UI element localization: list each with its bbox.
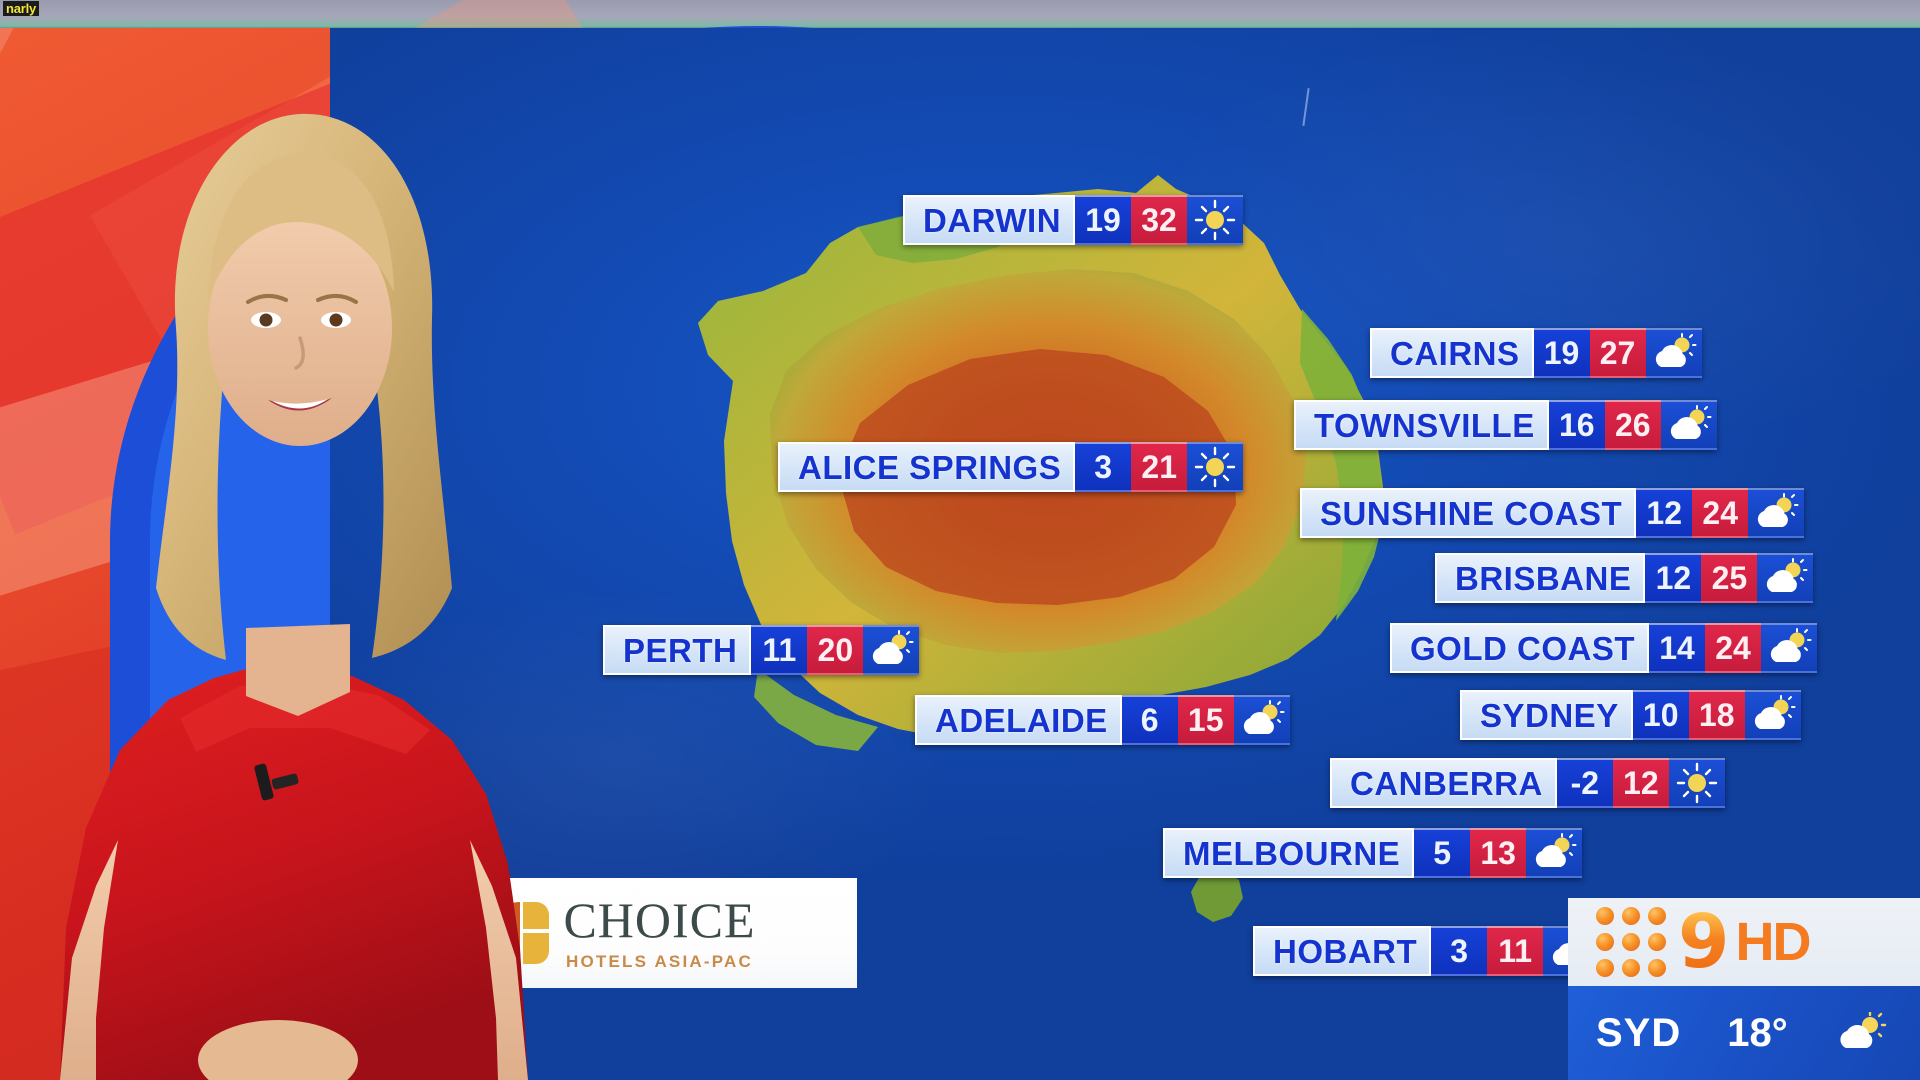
min-temperature: 19 bbox=[1075, 195, 1132, 245]
weather-icon-cell bbox=[863, 625, 920, 675]
forecast-row-alice-springs[interactable]: ALICE SPRINGS 3 21 bbox=[778, 442, 1244, 492]
max-temperature: 11 bbox=[1487, 926, 1544, 976]
partly-cloudy-icon bbox=[1840, 1012, 1886, 1048]
partly-cloudy-icon bbox=[1754, 695, 1796, 729]
min-temperature: 11 bbox=[751, 625, 808, 675]
partly-cloudy-icon bbox=[1243, 700, 1285, 734]
max-temperature: 18 bbox=[1688, 690, 1745, 740]
nine-dot-grid-icon bbox=[1596, 907, 1666, 977]
weather-icon-cell bbox=[1233, 695, 1290, 745]
min-temperature: 3 bbox=[1075, 442, 1132, 492]
min-temperature: 6 bbox=[1121, 695, 1178, 745]
weather-icon-cell bbox=[1668, 758, 1725, 808]
partly-cloudy-icon bbox=[1655, 333, 1697, 367]
city-name: MELBOURNE bbox=[1163, 828, 1415, 878]
max-temperature: 24 bbox=[1692, 488, 1749, 538]
max-temperature: 20 bbox=[807, 625, 864, 675]
weather-icon-cell bbox=[1526, 828, 1583, 878]
weather-icon-cell bbox=[1187, 195, 1244, 245]
forecast-row-darwin[interactable]: DARWIN 19 32 bbox=[903, 195, 1244, 245]
sponsor-wordmark: CHOICE HOTELS ASIA-PAC bbox=[563, 895, 755, 972]
forecast-row-sydney[interactable]: SYDNEY 10 18 bbox=[1460, 690, 1801, 740]
tasmania-landmass bbox=[1191, 870, 1243, 922]
sunny-icon bbox=[1195, 446, 1236, 488]
city-name: DARWIN bbox=[903, 195, 1076, 245]
min-temperature: 5 bbox=[1414, 828, 1471, 878]
weather-icon-cell bbox=[1748, 488, 1805, 538]
forecast-row-cairns[interactable]: CAIRNS 19 27 bbox=[1370, 328, 1702, 378]
city-name: TOWNSVILLE bbox=[1294, 400, 1549, 450]
city-name: ADELAIDE bbox=[915, 695, 1122, 745]
partly-cloudy-icon bbox=[1535, 833, 1577, 867]
local-city-code: SYD bbox=[1596, 1010, 1682, 1055]
forecast-row-melbourne[interactable]: MELBOURNE 5 13 bbox=[1163, 828, 1583, 878]
partly-cloudy-icon bbox=[1767, 558, 1808, 592]
weather-icon-cell bbox=[1187, 442, 1244, 492]
forecast-row-canberra[interactable]: CANBERRA -2 12 bbox=[1330, 758, 1725, 808]
source-watermark: narly bbox=[3, 1, 40, 16]
min-temperature: 12 bbox=[1636, 488, 1693, 538]
forecast-row-perth[interactable]: PERTH 11 20 bbox=[603, 625, 920, 675]
forecast-row-sunshine-coast[interactable]: SUNSHINE COAST 12 24 bbox=[1300, 488, 1805, 538]
sunny-icon bbox=[1194, 199, 1236, 241]
city-name: HOBART bbox=[1253, 926, 1432, 976]
channel-logo: 9 HD bbox=[1568, 898, 1920, 986]
min-temperature: -2 bbox=[1556, 758, 1613, 808]
max-temperature: 27 bbox=[1589, 328, 1646, 378]
local-temperature: 18° bbox=[1727, 1010, 1788, 1055]
min-temperature: 19 bbox=[1533, 328, 1590, 378]
forecast-row-adelaide[interactable]: ADELAIDE 6 15 bbox=[915, 695, 1290, 745]
local-weather-bar: SYD 18° bbox=[1568, 986, 1920, 1080]
channel-quality-badge: HD bbox=[1735, 912, 1812, 972]
city-name: GOLD COAST bbox=[1390, 623, 1649, 673]
sunny-icon bbox=[1676, 762, 1718, 804]
forecast-row-gold-coast[interactable]: GOLD COAST 14 24 bbox=[1390, 623, 1817, 673]
weather-presenter bbox=[60, 113, 528, 1080]
weather-icon-cell bbox=[1761, 623, 1817, 673]
min-temperature: 3 bbox=[1431, 926, 1488, 976]
max-temperature: 26 bbox=[1604, 400, 1661, 450]
screen-bezel bbox=[0, 0, 1920, 30]
partly-cloudy-icon bbox=[1758, 493, 1799, 527]
forecast-row-hobart[interactable]: HOBART 3 11 bbox=[1253, 926, 1600, 976]
city-name: PERTH bbox=[603, 625, 752, 675]
partly-cloudy-icon bbox=[1670, 405, 1712, 439]
max-temperature: 15 bbox=[1177, 695, 1234, 745]
sponsor-tagline: HOTELS ASIA-PAC bbox=[566, 951, 753, 971]
max-temperature: 25 bbox=[1701, 553, 1758, 603]
min-temperature: 14 bbox=[1649, 623, 1705, 673]
min-temperature: 12 bbox=[1645, 553, 1702, 603]
channel-number: 9 bbox=[1678, 898, 1730, 985]
partly-cloudy-icon bbox=[1770, 628, 1812, 662]
city-name: BRISBANE bbox=[1435, 553, 1646, 603]
max-temperature: 21 bbox=[1131, 442, 1188, 492]
city-name: SUNSHINE COAST bbox=[1300, 488, 1637, 538]
city-name: CANBERRA bbox=[1330, 758, 1557, 808]
weather-icon-cell bbox=[1744, 690, 1801, 740]
sponsor-brand: CHOICE bbox=[563, 891, 756, 948]
forecast-row-brisbane[interactable]: BRISBANE 12 25 bbox=[1435, 553, 1814, 603]
forecast-row-townsville[interactable]: TOWNSVILLE 16 26 bbox=[1294, 400, 1717, 450]
min-temperature: 16 bbox=[1548, 400, 1605, 450]
city-name: ALICE SPRINGS bbox=[778, 442, 1076, 492]
min-temperature: 10 bbox=[1632, 690, 1689, 740]
weather-icon-cell bbox=[1645, 328, 1702, 378]
weather-icon-cell bbox=[1660, 400, 1717, 450]
max-temperature: 32 bbox=[1131, 195, 1188, 245]
weather-icon-cell bbox=[1757, 553, 1814, 603]
max-temperature: 12 bbox=[1612, 758, 1669, 808]
max-temperature: 24 bbox=[1705, 623, 1761, 673]
city-name: CAIRNS bbox=[1370, 328, 1534, 378]
max-temperature: 13 bbox=[1470, 828, 1527, 878]
city-name: SYDNEY bbox=[1460, 690, 1633, 740]
partly-cloudy-icon bbox=[873, 630, 914, 664]
